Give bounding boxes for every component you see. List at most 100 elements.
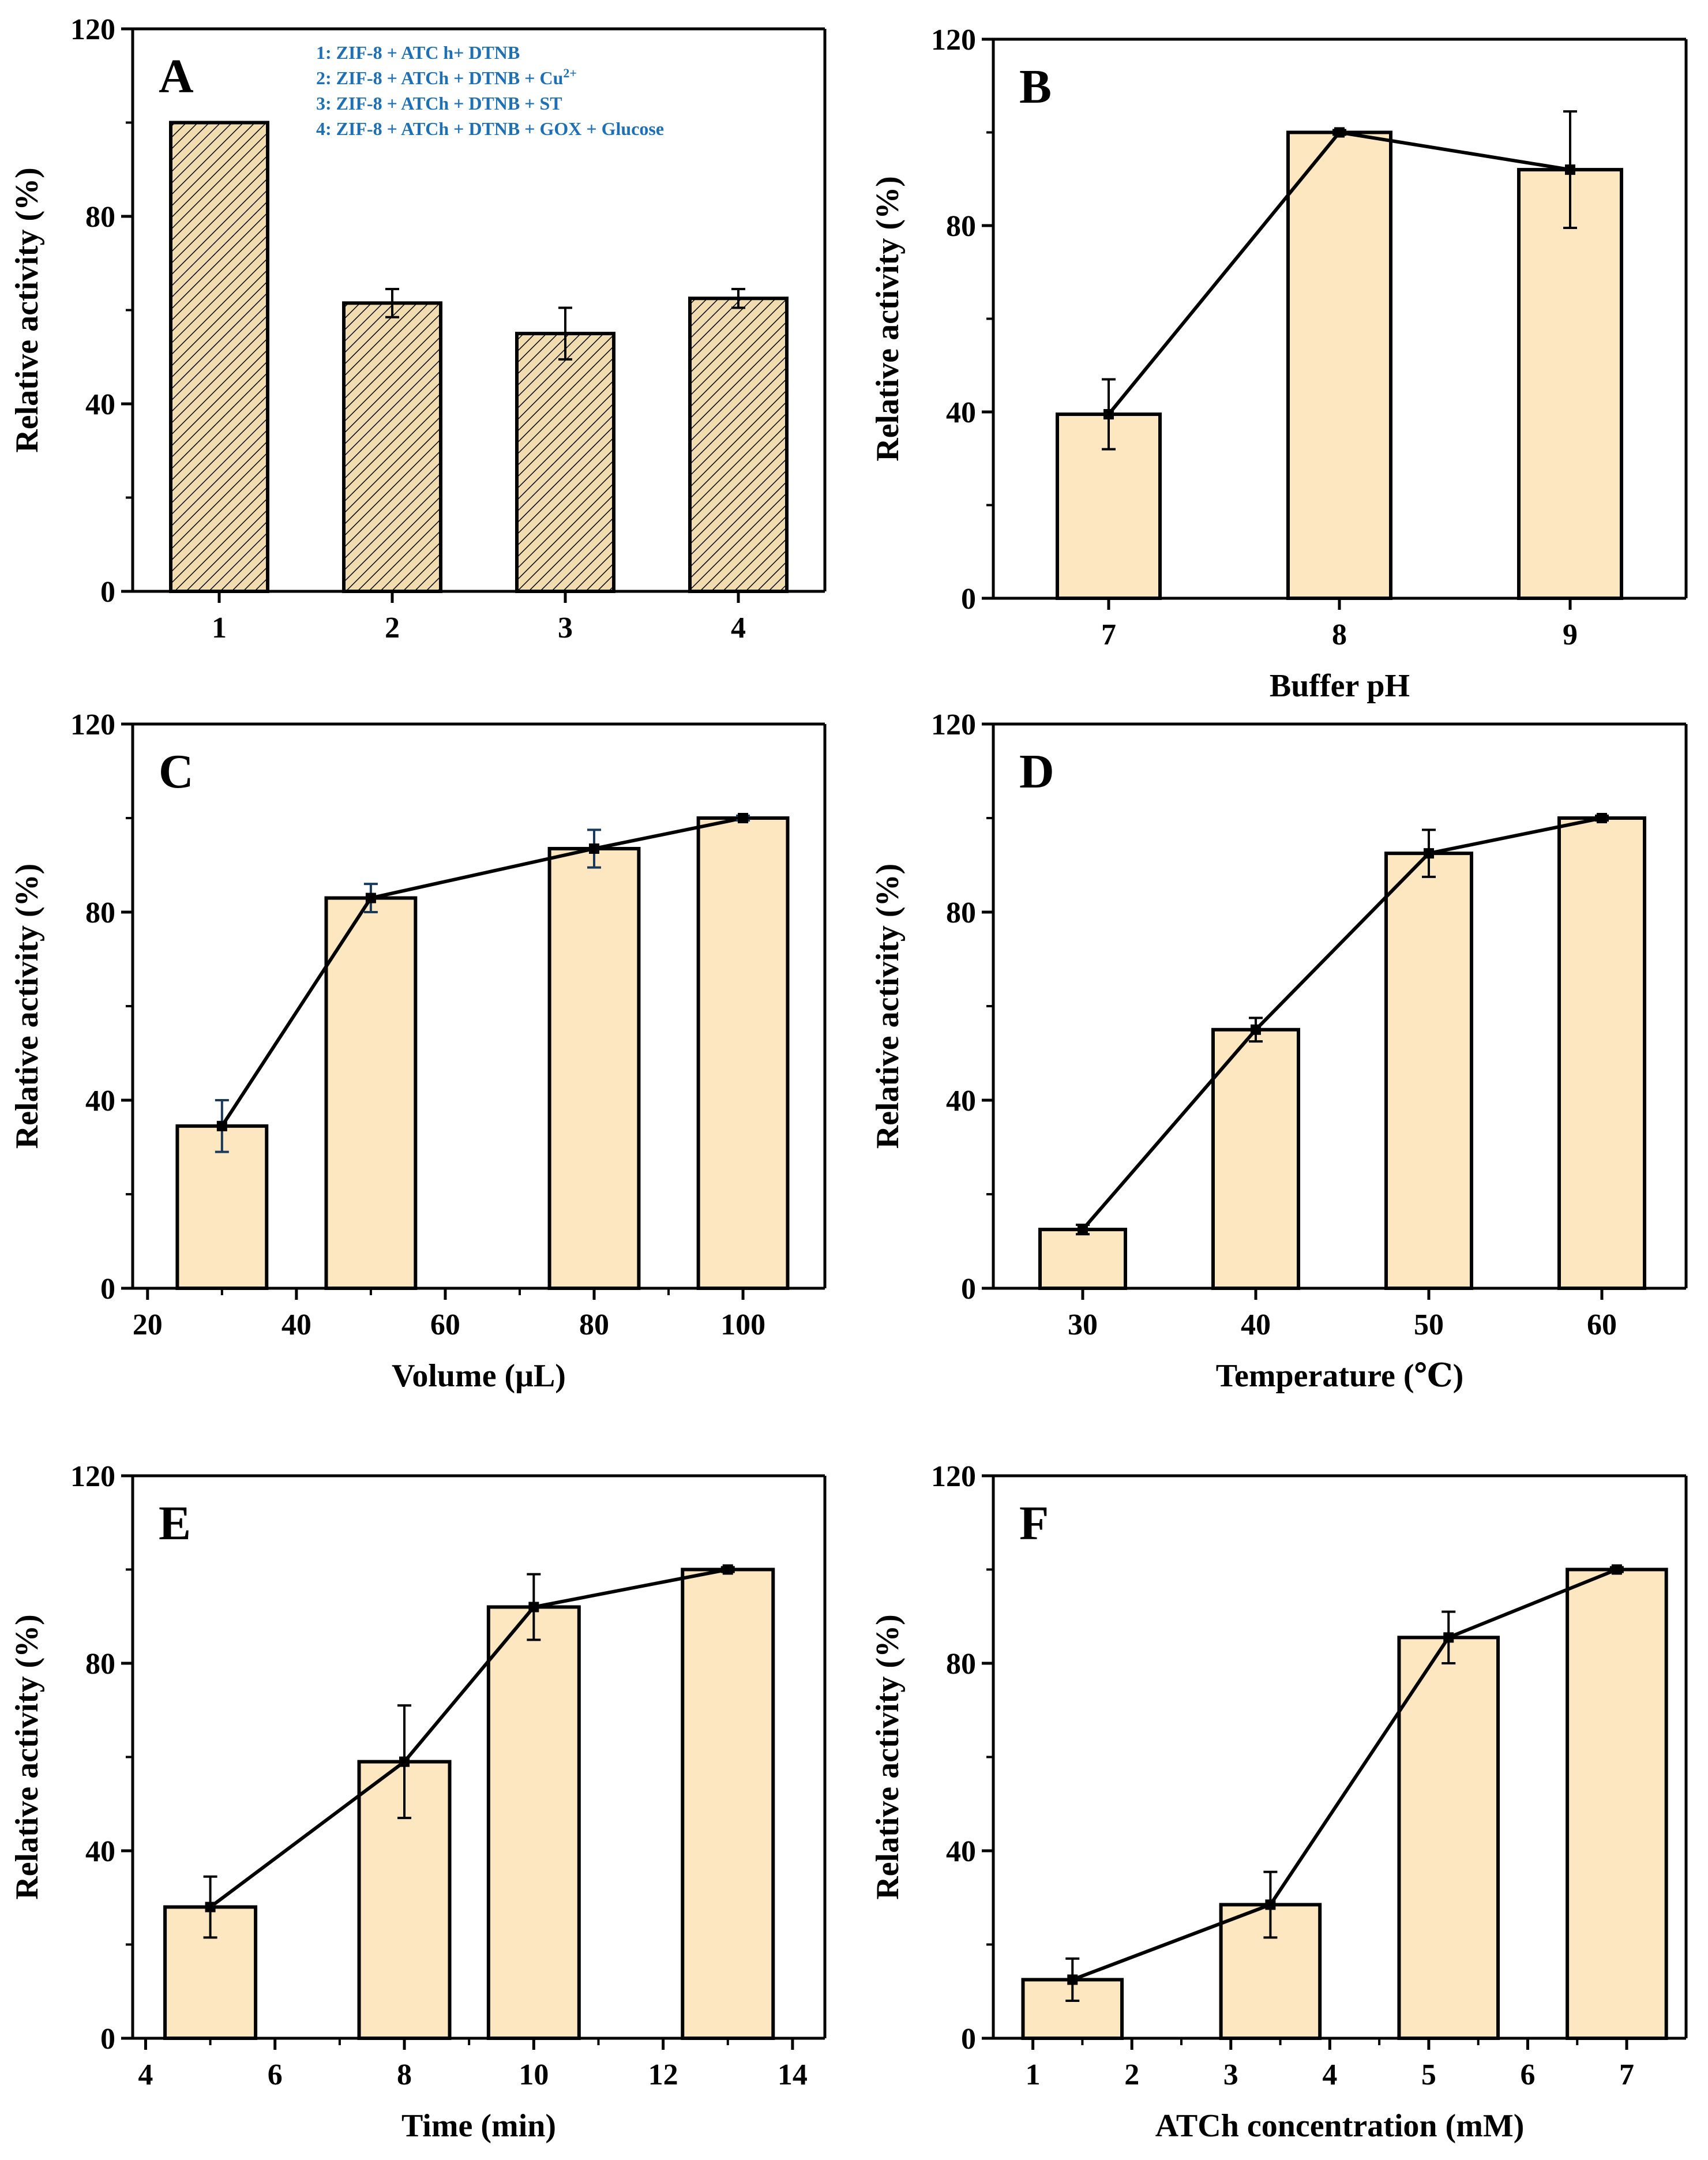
bar-2 [1286, 130, 1392, 600]
panel-b: 0 40 80 120 7 8 9 Relative activity (%) Buffer p… [870, 24, 1688, 704]
x-tick-label: 10 [519, 2058, 549, 2091]
bar-4 [688, 297, 789, 593]
x-tick-label: 9 [1563, 618, 1578, 651]
trend-line [1081, 816, 1602, 1231]
x-tick-label: 4 [1322, 2058, 1337, 2091]
data-point-2 [399, 1756, 410, 1767]
x-tick-label: 60 [430, 1308, 460, 1341]
y-axis-title: Relative activity (%) [870, 864, 906, 1149]
bar-3 [547, 846, 641, 1290]
panel-f: 0 40 80 120 1 2 3 4 5 6 7 Relative activity (%) ATCh… [870, 1460, 1688, 2144]
bar-4 [696, 816, 790, 1290]
data-point-2 [1334, 127, 1345, 138]
x-tick-label: 6 [1520, 2058, 1535, 2091]
bar-2 [342, 301, 442, 593]
legend-entry-2: 2: ZIF-8 + ATCh + DTNB + Cu2+ [316, 66, 577, 88]
x-tick-label: 1 [1026, 2058, 1041, 2091]
y-tick-label: 120 [931, 1460, 976, 1493]
x-tick-label: 6 [268, 2058, 283, 2091]
y-tick-label: 80 [85, 201, 115, 234]
y-tick-label: 120 [931, 24, 976, 57]
panel-d: 0 40 80 120 30 40 50 60 Relative activity (%) Tem… [870, 708, 1688, 1394]
y-tick-label: 40 [946, 1835, 976, 1868]
x-tick-label: 7 [1619, 2058, 1634, 2091]
bar-4 [681, 1567, 775, 2040]
data-point-2 [1251, 1024, 1261, 1035]
x-tick-label: 12 [648, 2058, 678, 2091]
data-point-1 [1067, 1974, 1078, 1985]
y-tick-label: 0 [100, 576, 115, 609]
bar-2 [324, 896, 418, 1291]
x-tick-label: 80 [579, 1308, 609, 1341]
y-tick-label: 0 [961, 1273, 976, 1306]
x-axis-title: Time (min) [401, 2108, 556, 2144]
y-tick-label: 120 [931, 708, 976, 741]
panel-c: 0 40 80 120 20 40 60 80 100 Relative activity (%)… [9, 708, 827, 1394]
panel-letter: D [1019, 745, 1054, 798]
data-point-2 [1265, 1899, 1276, 1910]
x-tick-label: 20 [133, 1308, 163, 1341]
y-tick-label: 40 [946, 396, 976, 429]
x-tick-label: 8 [397, 2058, 412, 2091]
errorbar-4 [731, 287, 745, 309]
legend-entry-4: 4: ZIF-8 + ATCh + DTNB + GOX + Glucose [316, 118, 664, 139]
y-tick-label: 0 [961, 2023, 976, 2056]
x-axis-title: Temperature (℃) [1216, 1358, 1463, 1394]
data-point-3 [1443, 1632, 1454, 1643]
data-point-3 [589, 843, 599, 854]
y-tick-label: 80 [946, 210, 976, 243]
bar-3 [1517, 168, 1623, 601]
panel-letter: E [159, 1497, 191, 1550]
bar-4 [1566, 1567, 1668, 2040]
panel-letter: C [159, 745, 194, 798]
legend-entry-3: 3: ZIF-8 + ATCh + DTNB + ST [316, 93, 562, 114]
bar-3 [486, 1605, 581, 2040]
y-tick-label: 80 [946, 897, 976, 929]
x-tick-label: 4 [731, 612, 746, 644]
x-tick-label: 7 [1101, 618, 1116, 651]
bar-2 [1211, 1028, 1300, 1290]
data-point-4 [722, 1564, 733, 1575]
bar-3 [1397, 1636, 1500, 2040]
bar-3 [515, 332, 615, 593]
y-tick-label: 40 [946, 1085, 976, 1118]
x-tick-label: 5 [1421, 2058, 1436, 2091]
y-tick-label: 0 [100, 1273, 115, 1306]
y-tick-label: 40 [85, 388, 115, 421]
x-axis-title: Buffer pH [1270, 668, 1410, 704]
bar-4 [1557, 816, 1646, 1290]
data-point-3 [528, 1602, 539, 1612]
data-point-2 [365, 892, 376, 903]
y-axis-title: Relative activity (%) [9, 1614, 45, 1899]
legend: 1: ZIF-8 + ATC h+ DTNB 2: ZIF-8 + ATCh + … [316, 42, 664, 139]
x-tick-label: 14 [778, 2058, 808, 2091]
x-tick-label: 8 [1332, 618, 1347, 651]
x-tick-label: 40 [281, 1308, 311, 1341]
panel-letter: B [1019, 60, 1052, 114]
panel-e: 0 40 80 120 4 6 8 10 12 14 Relative activity (%) Ti… [9, 1460, 827, 2144]
data-point-1 [205, 1902, 216, 1912]
x-tick-label: 40 [1241, 1308, 1271, 1341]
y-axis-title: Relative activity (%) [870, 176, 906, 461]
trend-line [209, 1567, 729, 1908]
trend-line [1072, 1567, 1618, 1982]
errorbar-2 [385, 287, 399, 318]
y-tick-label: 0 [961, 583, 976, 616]
x-tick-label: 3 [1223, 2058, 1238, 2091]
trend-line [220, 816, 744, 1127]
data-point-3 [1565, 164, 1575, 175]
data-point-1 [1103, 409, 1114, 420]
data-point-1 [1078, 1224, 1088, 1235]
x-axis-title: ATCh concentration (mM) [1155, 2108, 1525, 2144]
y-tick-label: 120 [70, 1460, 115, 1493]
data-point-1 [216, 1120, 227, 1131]
y-tick-label: 120 [70, 13, 115, 46]
y-tick-label: 0 [100, 2023, 115, 2056]
y-tick-label: 80 [946, 1648, 976, 1681]
data-point-4 [738, 813, 749, 823]
x-tick-label: 100 [720, 1308, 765, 1341]
x-tick-label: 4 [138, 2058, 153, 2091]
data-point-4 [1597, 813, 1607, 823]
y-tick-label: 80 [85, 1648, 115, 1681]
